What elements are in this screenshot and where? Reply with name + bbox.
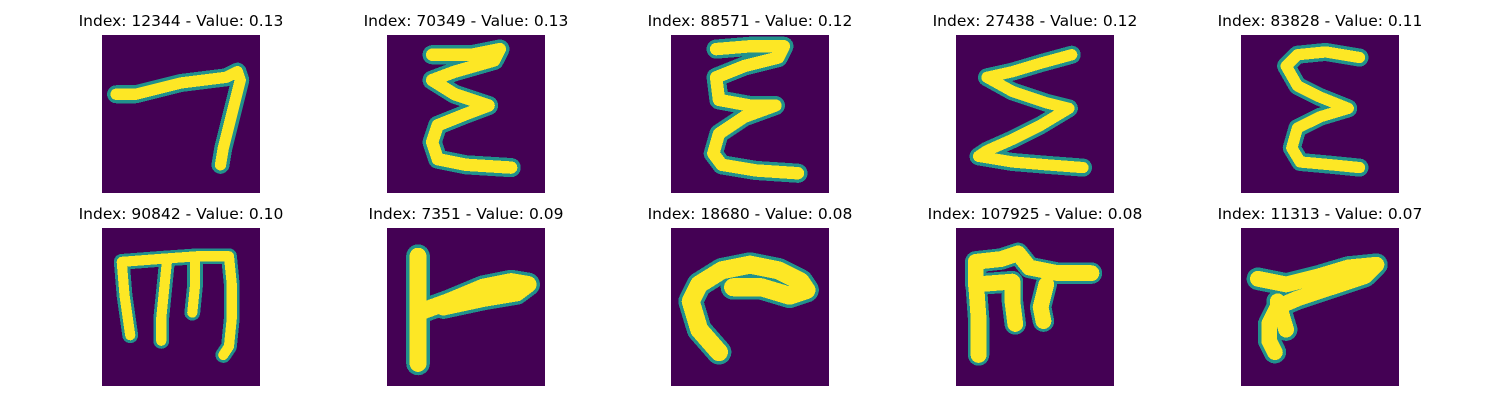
panel-title: Index: 88571 - Value: 0.12 xyxy=(647,12,853,30)
panel-title: Index: 12344 - Value: 0.13 xyxy=(78,12,284,30)
glyph-image xyxy=(387,35,545,193)
panel-title: Index: 7351 - Value: 0.09 xyxy=(368,205,564,223)
glyph-image xyxy=(671,228,829,386)
panel-4: Index: 27438 - Value: 0.12 xyxy=(915,11,1155,201)
panel-6: Index: 90842 - Value: 0.10 xyxy=(61,204,301,394)
glyph-image xyxy=(671,35,829,193)
panel-9: Index: 107925 - Value: 0.08 xyxy=(915,204,1155,394)
panel-1: Index: 12344 - Value: 0.13 xyxy=(61,11,301,201)
panel-8: Index: 18680 - Value: 0.08 xyxy=(630,204,870,394)
panel-3: Index: 88571 - Value: 0.12 xyxy=(630,11,870,201)
glyph-image xyxy=(387,228,545,386)
glyph-image xyxy=(956,228,1114,386)
glyph-image xyxy=(102,228,260,386)
panel-title: Index: 11313 - Value: 0.07 xyxy=(1217,205,1423,223)
panel-2: Index: 70349 - Value: 0.13 xyxy=(346,11,586,201)
panel-title: Index: 107925 - Value: 0.08 xyxy=(927,205,1143,223)
panel-title: Index: 70349 - Value: 0.13 xyxy=(363,12,569,30)
glyph-image xyxy=(1241,35,1399,193)
glyph-image xyxy=(102,35,260,193)
panel-title: Index: 83828 - Value: 0.11 xyxy=(1217,12,1423,30)
panel-title: Index: 18680 - Value: 0.08 xyxy=(647,205,853,223)
panel-5: Index: 83828 - Value: 0.11 xyxy=(1200,11,1440,201)
panel-title: Index: 90842 - Value: 0.10 xyxy=(78,205,284,223)
panel-10: Index: 11313 - Value: 0.07 xyxy=(1200,204,1440,394)
panel-title: Index: 27438 - Value: 0.12 xyxy=(932,12,1138,30)
glyph-image xyxy=(1241,228,1399,386)
panel-7: Index: 7351 - Value: 0.09 xyxy=(346,204,586,394)
glyph-image xyxy=(956,35,1114,193)
